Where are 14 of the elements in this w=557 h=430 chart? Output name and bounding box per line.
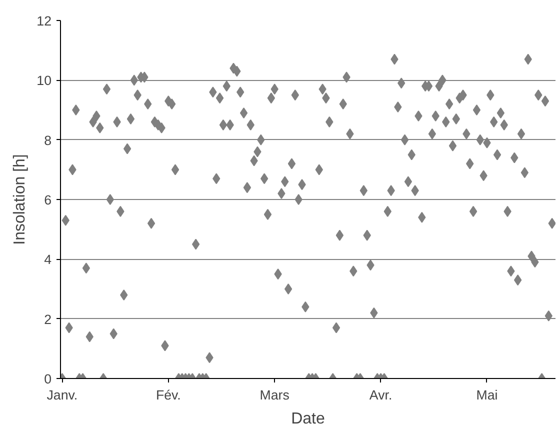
x-tick-label: Janv.	[46, 388, 78, 402]
x-axis-title: Date	[291, 410, 325, 428]
y-tick-label: 12	[36, 14, 52, 28]
x-tick-label: Mai	[476, 388, 498, 402]
y-tick-label: 0	[44, 372, 52, 386]
y-tick-label: 10	[36, 73, 52, 88]
x-tick-label: Fév.	[156, 388, 181, 402]
y-tick-label: 4	[44, 252, 52, 268]
y-axis-title: Insolation [h]	[12, 154, 29, 245]
y-tick-label: 6	[44, 192, 52, 208]
y-tick-label: 2	[44, 312, 52, 327]
x-tick-label: Mars	[260, 388, 290, 402]
y-tick-label: 8	[44, 132, 52, 148]
x-tick-label: Avr.	[369, 388, 392, 402]
